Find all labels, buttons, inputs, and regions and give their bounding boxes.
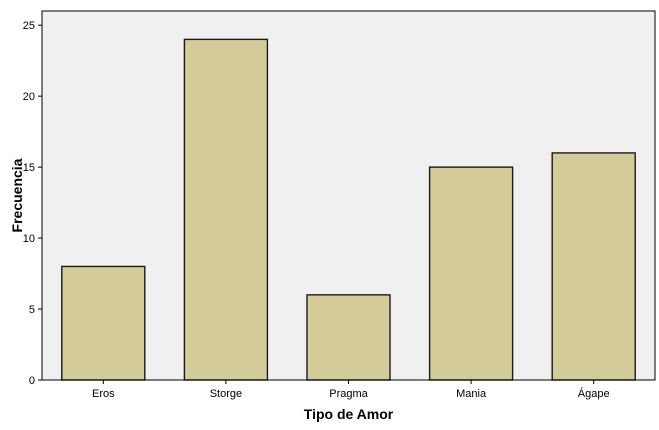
y-tick-label: 5 <box>29 304 35 316</box>
bar-mania <box>428 166 514 381</box>
y-tick-label: 25 <box>23 20 35 32</box>
y-tick-label: 10 <box>23 233 35 245</box>
y-tick-label: 0 <box>29 375 35 387</box>
bar-storge <box>183 38 269 381</box>
x-tick-label: Eros <box>92 388 115 400</box>
x-tick-label: Mania <box>456 388 487 400</box>
x-tick-label: Storge <box>210 388 242 400</box>
bar-eros <box>61 265 146 381</box>
y-tick-label: 15 <box>23 162 35 174</box>
bars <box>61 38 636 381</box>
x-axis-title: Tipo de Amor <box>304 406 394 422</box>
y-axis-ticks: 0 5 10 15 20 25 <box>23 20 42 387</box>
bar-ágape <box>551 152 636 381</box>
x-tick-label: Pragma <box>329 388 368 400</box>
y-axis-title: Frecuencia <box>9 158 25 232</box>
y-tick-label: 20 <box>23 91 35 103</box>
x-tick-label: Ágape <box>578 387 610 400</box>
x-axis-ticks: Eros Storge Pragma Mania Ágape <box>92 380 610 400</box>
bar-pragma <box>306 294 391 381</box>
